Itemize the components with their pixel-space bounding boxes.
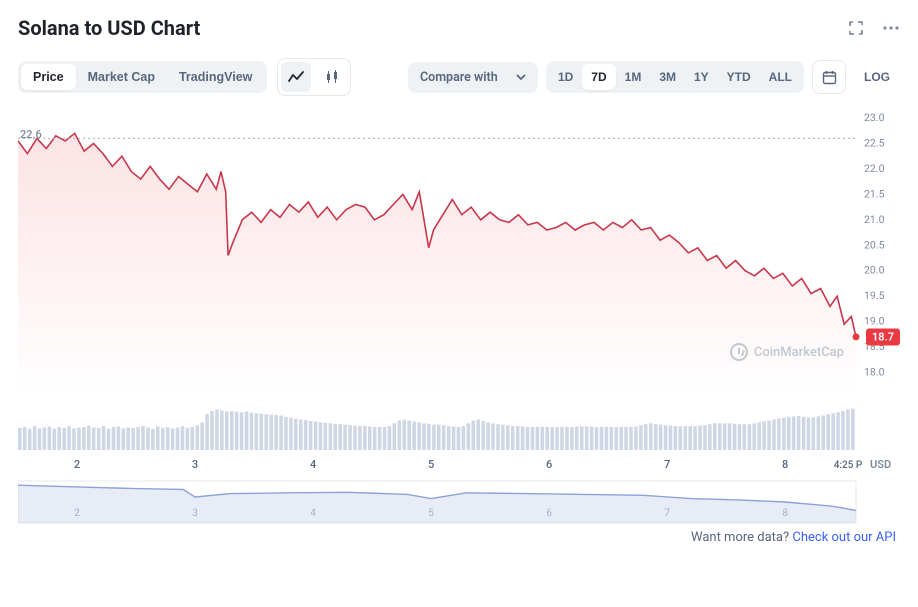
svg-text:7: 7 xyxy=(664,458,670,471)
current-price-badge: 18.7 xyxy=(866,328,900,345)
compare-label: Compare with xyxy=(420,70,498,85)
watermark-icon xyxy=(730,343,748,361)
range-ytd[interactable]: YTD xyxy=(718,64,760,90)
range-1d[interactable]: 1D xyxy=(549,64,582,90)
overview-svg: 2 3 4 5 6 7 8 xyxy=(18,480,900,526)
svg-text:5: 5 xyxy=(428,508,434,519)
svg-text:23.0: 23.0 xyxy=(864,111,885,124)
candlestick-chart-icon[interactable] xyxy=(317,62,347,92)
chart-title: Solana to USD Chart xyxy=(18,16,200,40)
svg-text:22.5: 22.5 xyxy=(864,136,885,149)
date-picker-button[interactable] xyxy=(812,60,846,94)
tab-tradingview[interactable]: TradingView xyxy=(167,64,264,90)
range-all[interactable]: ALL xyxy=(760,64,801,90)
svg-text:2: 2 xyxy=(74,458,80,471)
compare-dropdown[interactable]: Compare with xyxy=(408,62,538,93)
range-7d[interactable]: 7D xyxy=(582,64,615,90)
footer: Want more data? Check out our API xyxy=(18,530,900,545)
chevron-down-icon xyxy=(516,72,526,82)
line-chart-icon[interactable] xyxy=(281,62,311,92)
svg-text:4: 4 xyxy=(310,458,316,471)
range-1y[interactable]: 1Y xyxy=(685,64,718,90)
svg-text:5: 5 xyxy=(428,458,434,471)
watermark-text: CoinMarketCap xyxy=(754,345,844,360)
svg-text:8: 8 xyxy=(782,508,788,519)
svg-text:8: 8 xyxy=(782,458,788,471)
svg-text:3: 3 xyxy=(192,508,198,519)
svg-text:21.0: 21.0 xyxy=(864,213,885,226)
svg-text:20.0: 20.0 xyxy=(864,264,885,277)
tab-price[interactable]: Price xyxy=(21,64,76,90)
chart-widget: { "header": { "title": "Solana to USD Ch… xyxy=(0,0,918,553)
svg-text:3: 3 xyxy=(192,458,198,471)
svg-text:19.0: 19.0 xyxy=(864,315,885,328)
footer-text: Want more data? xyxy=(691,530,792,545)
fullscreen-icon[interactable] xyxy=(848,20,864,36)
tab-marketcap[interactable]: Market Cap xyxy=(76,64,167,90)
view-tabs: Price Market Cap TradingView xyxy=(18,61,267,93)
svg-text:21.5: 21.5 xyxy=(864,187,885,200)
chart-type-toggle xyxy=(277,58,351,96)
price-chart[interactable]: 22.6 18.018.519.019.520.020.521.021.522.… xyxy=(18,108,900,478)
watermark: CoinMarketCap xyxy=(730,343,844,361)
api-link[interactable]: Check out our API xyxy=(792,530,896,545)
chart-header: Solana to USD Chart xyxy=(18,16,900,40)
start-value-label: 22.6 xyxy=(20,128,42,141)
svg-text:6: 6 xyxy=(546,508,552,519)
svg-text:USD: USD xyxy=(870,458,891,471)
svg-text:19.5: 19.5 xyxy=(864,289,885,302)
svg-text:4:25 P: 4:25 P xyxy=(834,460,863,471)
range-1m[interactable]: 1M xyxy=(616,64,651,90)
svg-text:20.5: 20.5 xyxy=(864,238,885,251)
svg-text:7: 7 xyxy=(664,508,670,519)
svg-text:2: 2 xyxy=(74,508,80,519)
toolbar-right: Compare with 1D 7D 1M 3M 1Y YTD ALL LOG xyxy=(408,60,900,94)
header-actions xyxy=(848,20,900,36)
chart-toolbar: Price Market Cap TradingView xyxy=(18,58,900,96)
log-scale-button[interactable]: LOG xyxy=(854,62,900,92)
svg-text:4: 4 xyxy=(310,508,316,519)
overview-chart[interactable]: 2 3 4 5 6 7 8 xyxy=(18,480,900,526)
chart-svg: 18.018.519.019.520.020.521.021.522.022.5… xyxy=(18,108,900,478)
range-3m[interactable]: 3M xyxy=(650,64,685,90)
toolbar-left: Price Market Cap TradingView xyxy=(18,58,351,96)
more-icon[interactable] xyxy=(882,20,900,36)
svg-text:6: 6 xyxy=(546,458,552,471)
svg-text:18.0: 18.0 xyxy=(864,366,885,379)
time-range-tabs: 1D 7D 1M 3M 1Y YTD ALL xyxy=(546,61,804,93)
svg-text:22.0: 22.0 xyxy=(864,162,885,175)
